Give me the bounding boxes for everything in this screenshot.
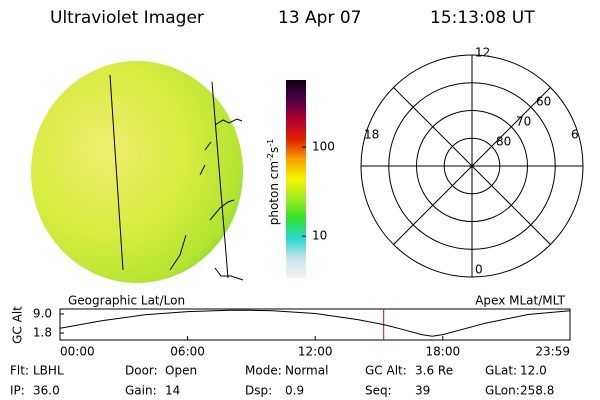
right-label: Apex MLat/MLT xyxy=(475,294,565,308)
x-tick-label: 18:00 xyxy=(426,345,461,359)
info-label: GLon: xyxy=(485,384,520,398)
info-value: 12.0 xyxy=(520,364,547,378)
info-label: Mode: xyxy=(245,364,282,378)
info-value: Normal xyxy=(285,364,328,378)
colorbar-tick-label: 10 xyxy=(312,229,327,243)
lat-label: 80 xyxy=(496,135,511,149)
info-value: 3.6 Re xyxy=(415,364,453,378)
colorbar xyxy=(286,80,306,278)
y-tick-label: 9.0 xyxy=(33,307,52,321)
lat-circle xyxy=(443,137,501,195)
mlt-label: 18 xyxy=(364,128,379,142)
info-label: GLat: xyxy=(485,364,517,378)
polar-grid: 80 70 60 12 0 18 6 xyxy=(360,46,584,278)
lat-circle xyxy=(416,110,528,222)
info-value: 36.0 xyxy=(33,384,60,398)
info-label: Door: xyxy=(125,364,158,378)
x-tick-label: 06:00 xyxy=(170,345,205,359)
info-value: LBHL xyxy=(33,364,64,378)
info-label: Seq: xyxy=(365,384,392,398)
y-axis-label: GC Alt xyxy=(11,306,25,344)
y-tick-label: 1.8 xyxy=(33,326,52,340)
info-label: GC Alt: xyxy=(365,364,407,378)
x-tick-label: 00:00 xyxy=(60,345,95,359)
unit: photon cm xyxy=(267,161,281,225)
colorbar-label: photon cm-2s-1 xyxy=(266,139,281,226)
info-label: Flt: xyxy=(10,364,29,378)
mlt-label: 6 xyxy=(571,128,579,142)
mlt-label: 0 xyxy=(475,263,483,277)
exponent: -2 xyxy=(266,153,275,161)
date: 13 Apr 07 xyxy=(278,8,361,28)
earth-image xyxy=(31,61,244,283)
info-label: IP: xyxy=(10,384,25,398)
info-value: 0.9 xyxy=(285,384,304,398)
unit: s xyxy=(267,147,281,153)
exponent: -1 xyxy=(266,139,275,147)
lat-label: 70 xyxy=(516,115,531,129)
polar-spoke xyxy=(393,87,551,245)
lat-label: 60 xyxy=(536,95,551,109)
info-value: 258.8 xyxy=(520,384,554,398)
x-tick-label: 12:00 xyxy=(298,345,333,359)
info-value: 14 xyxy=(165,384,180,398)
time: 15:13:08 UT xyxy=(430,8,535,28)
left-label: Geographic Lat/Lon xyxy=(68,294,185,308)
colorbar-tick-label: 100 xyxy=(312,140,335,154)
info-label: Gain: xyxy=(125,384,157,398)
lat-circle xyxy=(388,82,556,250)
info-value: Open xyxy=(165,364,197,378)
instrument: Ultraviolet Imager xyxy=(50,8,204,28)
x-tick-label: 23:59 xyxy=(535,345,570,359)
info-label: Dsp: xyxy=(245,384,272,398)
altitude-curve xyxy=(59,309,571,337)
info-value: 39 xyxy=(415,384,430,398)
mlt-label: 12 xyxy=(475,46,490,60)
